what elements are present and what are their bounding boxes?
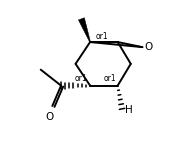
Text: O: O [45,112,54,122]
Polygon shape [78,18,91,42]
Text: H: H [125,105,133,115]
Text: or1: or1 [104,74,116,83]
Text: or1: or1 [96,32,108,41]
Text: or1: or1 [75,74,87,83]
Text: O: O [145,42,153,52]
